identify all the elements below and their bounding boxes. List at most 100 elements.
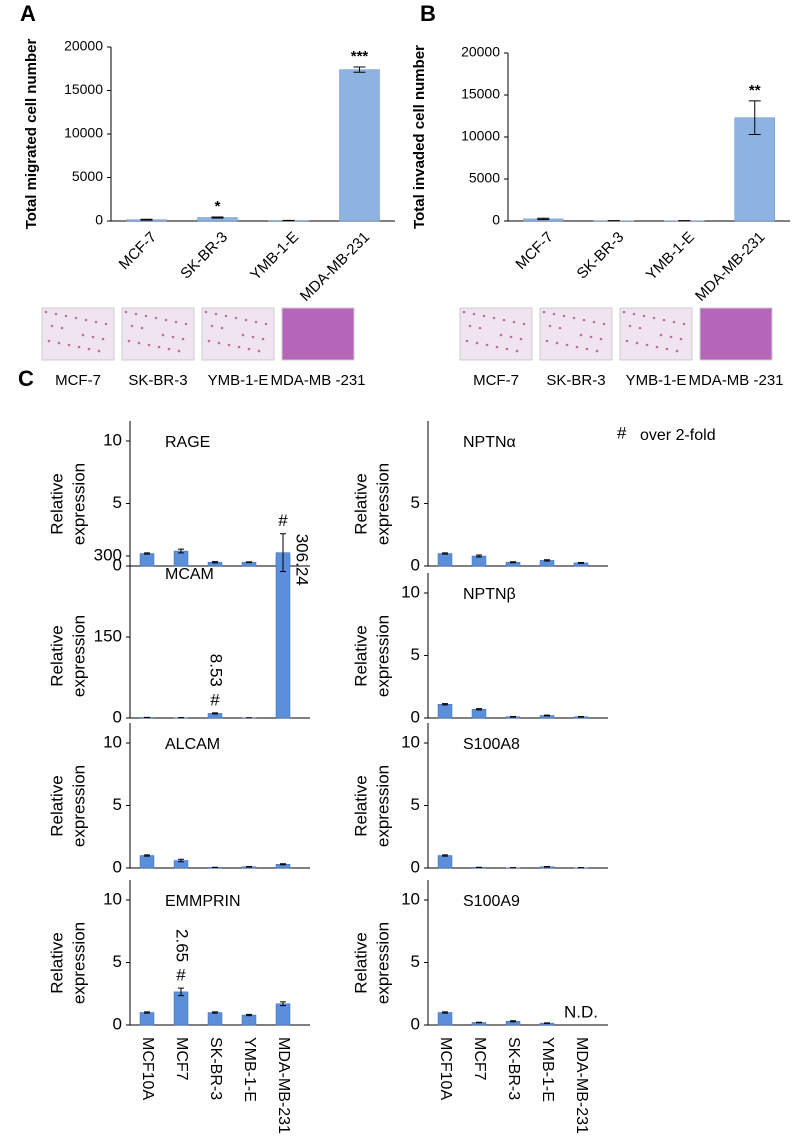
cell-dot	[144, 314, 148, 318]
cell-dot	[548, 324, 552, 328]
cell-dot	[91, 335, 95, 339]
image-caption: YMB-1-E	[208, 372, 269, 389]
x-tick-label: SK-BR-3	[177, 229, 231, 283]
chart-title: ALCAM	[165, 736, 220, 753]
cell-dot	[599, 337, 603, 341]
y-tick-label: 5	[411, 493, 420, 512]
cell-dot	[147, 343, 151, 347]
cell-dot	[512, 320, 516, 324]
cell-dot	[522, 322, 526, 326]
y-tick-label: 10	[103, 430, 122, 449]
cell-dot	[84, 318, 88, 322]
bar	[173, 991, 189, 1026]
cell-dot	[247, 347, 251, 351]
y-axis-label: Total migrated cell number	[23, 39, 40, 230]
cell-dot	[499, 333, 503, 337]
cell-dot	[558, 326, 562, 330]
cell-dot	[130, 324, 134, 328]
x-tick-label: MDA-MB-231	[275, 1037, 292, 1134]
y-tick-label: 10	[103, 732, 122, 751]
micrograph	[619, 307, 693, 361]
significance-flag: *	[215, 198, 221, 215]
cell-dot	[662, 318, 666, 322]
y-tick-label: 20000	[461, 44, 500, 60]
y-axis-label: expression	[69, 922, 88, 1004]
cell-dot	[589, 335, 593, 339]
y-axis-label: Relative	[47, 473, 66, 534]
cell-dot	[227, 343, 231, 347]
cell-dot	[204, 310, 208, 314]
bar	[437, 553, 453, 567]
cell-dot	[462, 310, 466, 314]
cell-dot	[545, 339, 549, 343]
cell-dot	[54, 312, 58, 316]
cell-dot	[157, 345, 161, 349]
note-symbol: #	[617, 423, 627, 442]
cell-dot	[628, 324, 632, 328]
cell-dot	[261, 337, 265, 341]
micrograph	[539, 307, 613, 361]
y-axis-label: expression	[69, 765, 88, 847]
cell-dot	[635, 341, 639, 345]
cell-dot	[672, 320, 676, 324]
y-tick-label: 10000	[461, 128, 500, 144]
x-tick-label: MCF7	[471, 1037, 488, 1081]
y-tick-label: 0	[492, 212, 500, 228]
y-tick-label: 5	[113, 493, 122, 512]
cell-dot	[642, 314, 646, 318]
bar	[241, 1014, 257, 1026]
y-tick-label: 0	[113, 1014, 122, 1033]
cell-dot	[495, 345, 499, 349]
chart-title: MCAM	[165, 566, 214, 583]
cell-dot	[140, 326, 144, 330]
cell-dot	[50, 324, 54, 328]
image-caption: SK-BR-3	[128, 372, 187, 389]
y-axis-label: Total invaded cell number	[411, 45, 428, 229]
cell-dot	[492, 316, 496, 320]
y-tick-label: 0	[113, 857, 122, 876]
cell-dot	[652, 316, 656, 320]
cell-dot	[632, 312, 636, 316]
image-caption: YMB-1-E	[626, 372, 687, 389]
cell-dot	[174, 320, 178, 324]
x-tick-label: SK-BR-3	[574, 229, 628, 283]
cell-dot	[468, 324, 472, 328]
y-tick-label: 10	[401, 732, 420, 751]
micrograph	[201, 307, 275, 361]
cell-dot	[207, 339, 211, 343]
y-tick-label: 5000	[469, 170, 500, 186]
cell-dot	[87, 347, 91, 351]
cell-dot	[181, 337, 185, 341]
cell-dot	[184, 322, 188, 326]
y-axis-label: expression	[69, 615, 88, 697]
y-axis-label: Relative	[47, 625, 66, 686]
image-caption: MCF-7	[473, 372, 519, 389]
x-tick-label: YMB-1-E	[539, 1037, 556, 1102]
cell-dot	[552, 312, 556, 316]
cell-dot	[562, 314, 566, 318]
y-tick-label: 15000	[64, 81, 103, 97]
y-tick-label: 0	[411, 707, 420, 726]
y-axis-label: Relative	[351, 625, 370, 686]
cell-dot	[97, 349, 101, 353]
bar	[275, 1003, 291, 1026]
cell-dot	[679, 337, 683, 341]
cell-dot	[655, 345, 659, 349]
cell-dot	[542, 310, 546, 314]
y-tick-label: 5	[113, 952, 122, 971]
cell-dot	[675, 349, 679, 353]
cell-dot	[472, 312, 476, 316]
y-tick-label: 0	[95, 212, 103, 228]
y-axis-label: expression	[69, 463, 88, 545]
y-tick-label: 10	[401, 889, 420, 908]
micrograph	[41, 307, 115, 361]
cell-dot	[592, 320, 596, 324]
panel-label: B	[420, 1, 436, 26]
chart-title: NPTNβ	[463, 586, 516, 603]
cell-dot	[595, 349, 599, 353]
y-axis-label: Relative	[47, 932, 66, 993]
significance-flag: N.D.	[564, 1002, 598, 1021]
cell-dot	[465, 339, 469, 343]
y-tick-label: 0	[411, 555, 420, 574]
